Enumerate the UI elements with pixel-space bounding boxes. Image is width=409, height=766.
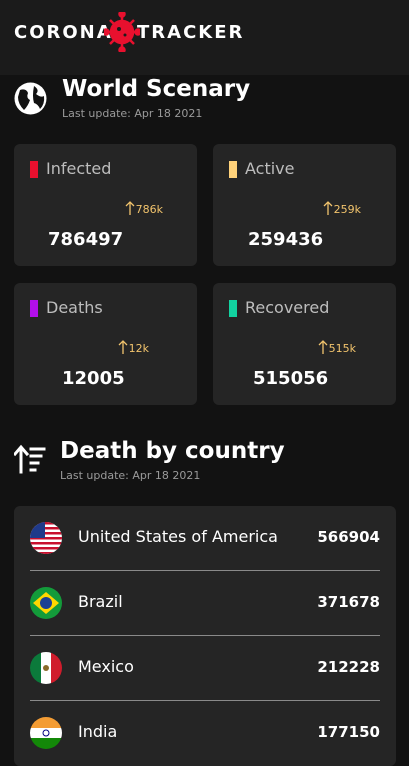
up-arrow [323,201,333,215]
virus-logo [104,12,140,52]
country-row: Brazil 371678 [14,571,396,636]
card-delta: 515k [328,342,356,355]
flag [30,717,62,749]
card-value: 259436 [248,229,324,250]
card-delta: 12k [128,342,149,355]
sort-icon [14,444,46,474]
color-marker [30,300,38,317]
color-marker [229,300,237,317]
card-delta: 259k [333,203,361,216]
up-arrow [125,201,135,215]
card-delta: 786k [135,203,163,216]
death-count: 212228 [317,658,380,676]
flag [30,587,62,619]
up-arrow [118,340,128,354]
card-label: Active [245,159,295,178]
stat-card: Deaths 12k 12005 [14,283,197,405]
stat-card: Infected 786k 786497 [14,144,197,266]
separator [30,700,380,701]
section-title: World Scenary [62,76,251,102]
death-count: 371678 [317,593,380,611]
section-title: Death by country [60,438,285,464]
card-label: Deaths [46,298,103,317]
header: CORONA TRACKER [0,0,409,75]
flag [30,652,62,684]
card-label: Infected [46,159,112,178]
country-name: Mexico [78,657,134,676]
brand-right: TRACKER [137,22,245,43]
section-subtitle: Last update: Apr 18 2021 [62,107,203,120]
card-value: 786497 [48,229,124,250]
stat-card: Active 259k 259436 [213,144,396,266]
death-count: 177150 [317,723,380,741]
card-value: 515056 [253,368,329,389]
country-name: Brazil [78,592,123,611]
death-count: 566904 [317,528,380,546]
separator [30,570,380,571]
flag [30,522,62,554]
globe-icon [14,82,47,115]
country-name: India [78,722,118,741]
country-row: United States of America 566904 [14,506,396,571]
section-subtitle: Last update: Apr 18 2021 [60,469,201,482]
color-marker [30,161,38,178]
card-value: 12005 [62,368,125,389]
up-arrow [318,340,328,354]
country-name: United States of America [78,527,278,546]
country-list: United States of America 566904 Brazil 3716… [14,506,396,766]
country-row: India 177150 [14,701,396,766]
country-row: Mexico 212228 [14,636,396,701]
color-marker [229,161,237,178]
separator [30,635,380,636]
brand-left: CORONA [14,22,113,43]
card-label: Recovered [245,298,330,317]
stat-card: Recovered 515k 515056 [213,283,396,405]
